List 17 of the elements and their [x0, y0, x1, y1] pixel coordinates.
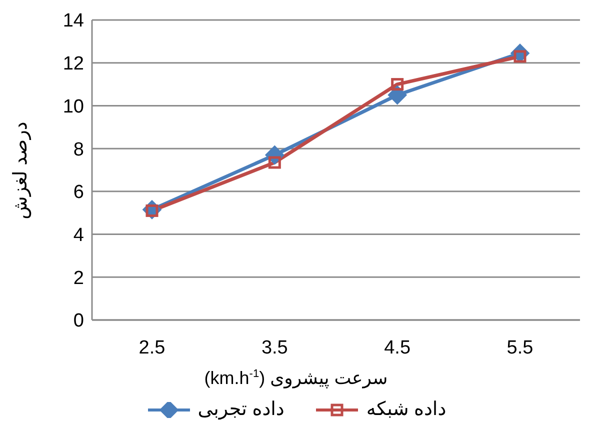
y-axis-title: درصد لغزش: [10, 121, 32, 219]
y-tick-label: 10: [62, 96, 84, 118]
x-tick-label: 3.5: [261, 337, 288, 358]
y-tick-label: 14: [62, 10, 84, 32]
y-tick-label: 12: [62, 54, 84, 75]
y-tick-label: 2: [73, 268, 84, 289]
legend-label: داده شبکه: [366, 398, 446, 421]
x-tick-label: 5.5: [506, 337, 534, 358]
y-tick-label: 4: [73, 225, 84, 246]
x-tick-label: 2.5: [138, 337, 166, 358]
x-tick-label: 4.5: [384, 337, 411, 358]
y-tick-label: 6: [73, 182, 84, 204]
point: [391, 78, 404, 91]
y-tick-label: 0: [73, 310, 84, 332]
point: [268, 156, 281, 169]
y-tick-label: 8: [73, 139, 84, 160]
legend-label: داده تجربی: [198, 398, 284, 421]
